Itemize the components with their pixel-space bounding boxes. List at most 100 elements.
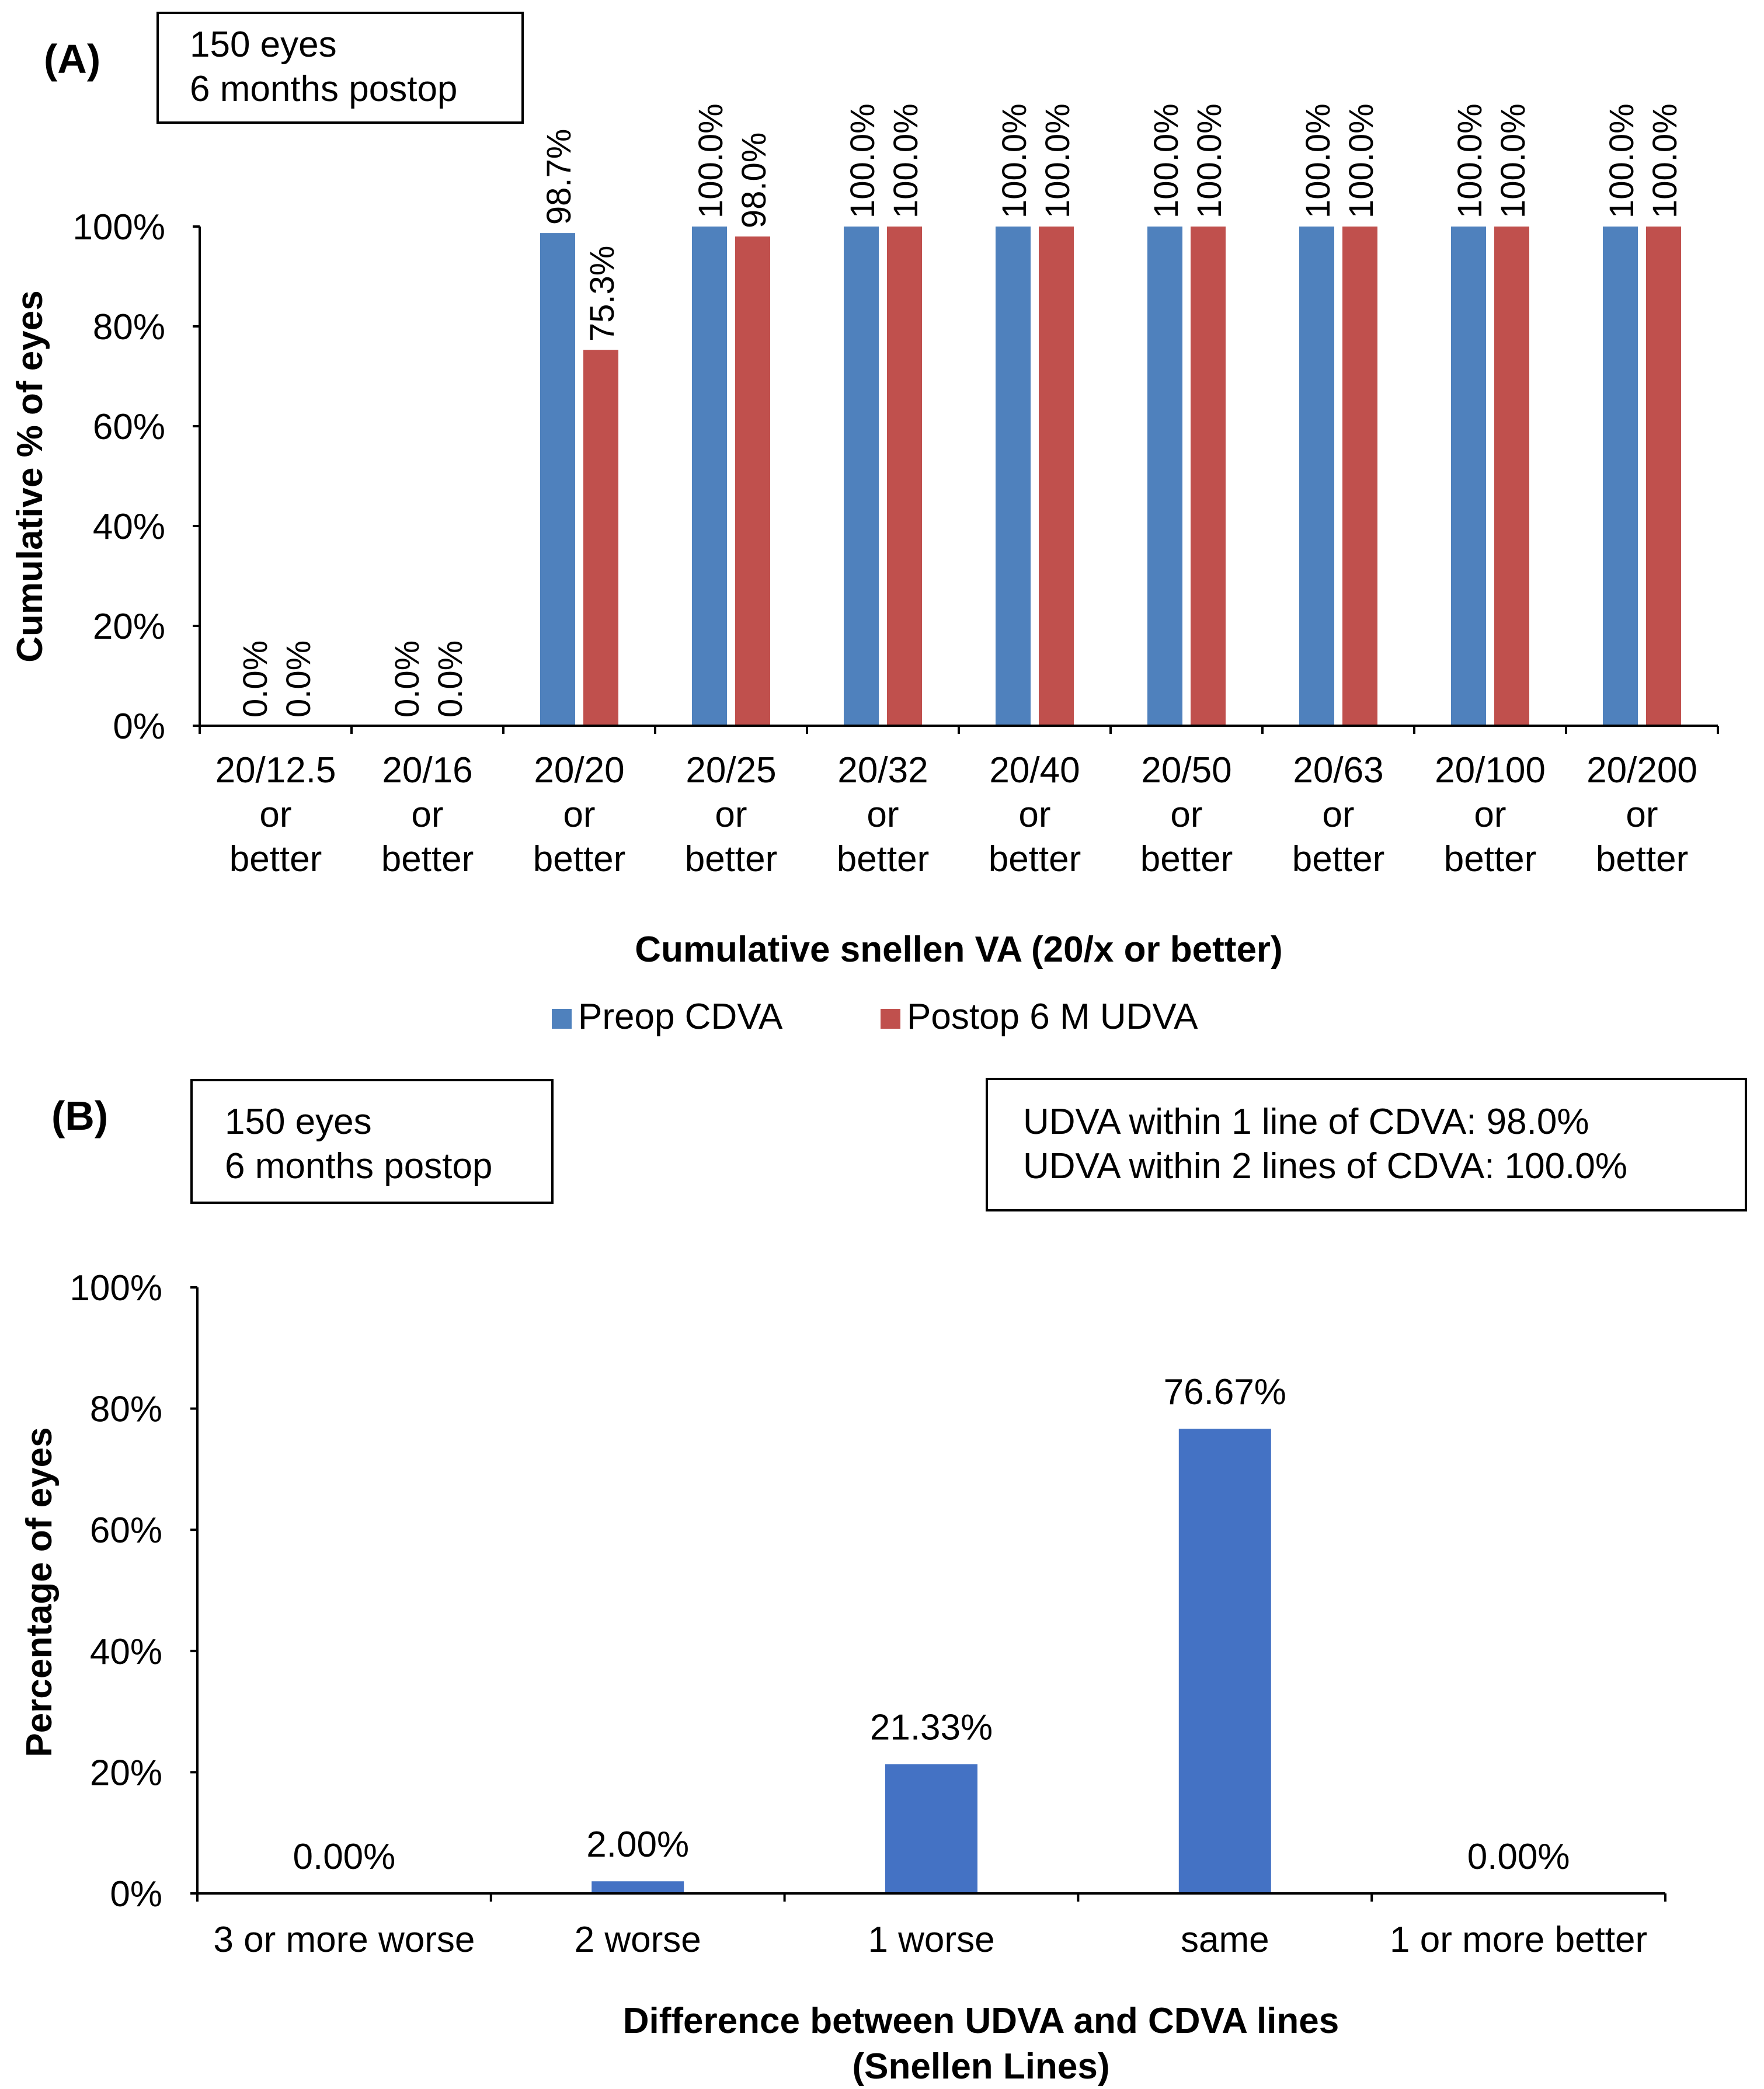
- panel-a-x-axis-title: Cumulative snellen VA (20/x or better): [635, 929, 1282, 970]
- panel-a-data-label-postop: 0.0%: [280, 640, 318, 718]
- panel-a-data-label-preop: 100.0%: [844, 103, 882, 218]
- panel-a-y-tick-label: 0%: [113, 706, 165, 747]
- panel-a-info-line-2: 6 months postop: [190, 69, 457, 109]
- panel-a-x-tick-label: or: [1018, 795, 1050, 835]
- panel-a-x-tick-label: 20/63: [1293, 750, 1383, 791]
- panel-a-x-tick-label: 20/50: [1141, 750, 1231, 791]
- panel-a-x-tick-label: 20/40: [989, 750, 1080, 791]
- panel-a-x-tick-label: or: [1322, 795, 1354, 835]
- panel-a-info-box: 150 eyes 6 months postop: [156, 12, 524, 124]
- panel-a-bar-preop: [1147, 227, 1182, 726]
- panel-a-data-label-preop: 100.0%: [692, 103, 730, 218]
- panel-a-x-tick-label: or: [867, 795, 899, 835]
- panel-a-bar-preop: [1299, 227, 1334, 726]
- panel-a: (A) 150 eyes 6 months postop 0% 20% 40% 60%…: [10, 12, 1719, 1037]
- panel-a-x-tick-label: 20/200: [1586, 750, 1697, 791]
- panel-a-y-tick-label: 40%: [93, 507, 165, 547]
- panel-a-y-tick-label: 80%: [93, 307, 165, 347]
- panel-b-y-tick-label: 0%: [110, 1874, 162, 1914]
- panel-a-data-label-postop: 100.0%: [887, 103, 925, 218]
- panel-a-x-tick-label: or: [259, 795, 291, 835]
- panel-b-data-label: 0.00%: [1467, 1837, 1570, 1877]
- panel-a-x-tick-label: better: [989, 839, 1081, 879]
- panel-a-bar-postop: [1039, 227, 1074, 726]
- panel-b-bar: [592, 1881, 684, 1893]
- panel-a-x-tick-label: or: [715, 795, 747, 835]
- panel-a-x-tick-label: 20/25: [686, 750, 776, 791]
- panel-a-bar-preop: [1603, 227, 1638, 726]
- panel-a-data-label-postop: 100.0%: [1646, 103, 1684, 218]
- panel-a-x-tick-label: better: [381, 839, 474, 879]
- panel-b-info-box-frame: [190, 1079, 554, 1204]
- panel-b-data-label: 2.00%: [586, 1825, 689, 1865]
- panel-b-bar: [885, 1764, 977, 1893]
- panel-a-data-label-preop: 100.0%: [996, 103, 1034, 218]
- panel-a-x-tick-label: better: [1292, 839, 1385, 879]
- panel-b-y-tick-label: 20%: [90, 1753, 162, 1793]
- panel-a-data-label-preop: 100.0%: [1451, 103, 1489, 218]
- panel-a-bar-preop: [996, 227, 1031, 726]
- panel-b-y-tick-label: 40%: [90, 1632, 162, 1672]
- panel-a-bar-preop: [692, 227, 727, 726]
- panel-a-x-tick-label: 20/32: [837, 750, 928, 791]
- panel-a-x-tick-label: 20/20: [534, 750, 624, 791]
- panel-a-bar-postop: [1342, 227, 1377, 726]
- panel-b-x-axis-ticks: 3 or more worse 2 worse 1 worse same 1 or mo…: [196, 1893, 1666, 1960]
- panel-a-x-tick-label: 20/12.5: [215, 750, 336, 791]
- panel-a-data-label-postop: 98.0%: [735, 133, 773, 228]
- panel-a-data-label-preop: 98.7%: [540, 129, 578, 225]
- panel-a-legend: Preop CDVA Postop 6 M UDVA: [552, 997, 1198, 1037]
- legend-label-postop: Postop 6 M UDVA: [907, 997, 1198, 1037]
- panel-a-x-tick-label: better: [1596, 839, 1689, 879]
- panel-a-bar-postop: [1191, 227, 1226, 726]
- panel-a-x-tick-label: or: [1474, 795, 1506, 835]
- panel-a-bar-postop: [887, 227, 922, 726]
- panel-b-x-tick-label: 1 or more better: [1390, 1920, 1647, 1960]
- panel-a-data-label-postop: 100.0%: [1494, 103, 1532, 218]
- panel-b-stats-box: UDVA within 1 line of CDVA: 98.0% UDVA w…: [986, 1078, 1747, 1211]
- panel-b-x-tick-label: 2 worse: [575, 1920, 701, 1960]
- panel-a-data-label-preop: 0.0%: [388, 640, 426, 718]
- panel-b-stats-line-1: UDVA within 1 line of CDVA: 98.0%: [1023, 1102, 1589, 1142]
- panel-a-data-label-postop: 100.0%: [1039, 103, 1077, 218]
- panel-b-y-tick-label: 60%: [90, 1510, 162, 1551]
- panel-a-x-tick-label: better: [229, 839, 322, 879]
- panel-a-info-line-1: 150 eyes: [190, 25, 337, 65]
- legend-swatch-preop: [552, 1009, 572, 1029]
- panel-a-x-tick-label: or: [1626, 795, 1658, 835]
- panel-b-stats-box-frame: [986, 1078, 1747, 1211]
- panel-a-x-tick-label: or: [1170, 795, 1202, 835]
- panel-a-bar-postop: [583, 350, 618, 726]
- panel-b-label: (B): [51, 1093, 108, 1138]
- panel-a-x-tick-label: better: [533, 839, 626, 879]
- panel-a-x-tick-label: or: [563, 795, 595, 835]
- panel-b-bar: [1178, 1429, 1271, 1893]
- panel-a-y-tick-label: 100%: [72, 207, 165, 248]
- panel-a-label: (A): [44, 36, 100, 82]
- panel-a-bar-postop: [735, 236, 770, 726]
- panel-a-data-label-postop: 75.3%: [583, 246, 621, 342]
- panel-a-data-label-postop: 100.0%: [1191, 103, 1229, 218]
- panel-b-x-axis-title-line-1: Difference between UDVA and CDVA lines: [623, 2001, 1339, 2041]
- legend-swatch-postop: [881, 1009, 900, 1029]
- panel-b-y-tick-label: 100%: [69, 1268, 162, 1308]
- panel-a-data-label-preop: 0.0%: [236, 640, 274, 718]
- panel-b-data-labels: 0.00% 2.00% 21.33% 76.67% 0.00%: [293, 1372, 1570, 1877]
- panel-a-x-axis-ticks: 20/12.5orbetter20/16orbetter20/20orbette…: [199, 726, 1719, 879]
- panel-a-bars: [540, 227, 1681, 726]
- panel-b-y-axis-title: Percentage of eyes: [19, 1427, 60, 1757]
- panel-b-stats-line-2: UDVA within 2 lines of CDVA: 100.0%: [1023, 1146, 1627, 1186]
- panel-b-info-box: 150 eyes 6 months postop: [190, 1079, 554, 1204]
- panel-b-data-label: 0.00%: [293, 1837, 395, 1877]
- panel-a-x-tick-label: better: [1444, 839, 1537, 879]
- panel-a-data-label-preop: 100.0%: [1603, 103, 1641, 218]
- panel-b-x-tick-label: 1 worse: [868, 1920, 994, 1960]
- panel-a-y-axis-title: Cumulative % of eyes: [10, 290, 50, 662]
- panel-a-bar-postop: [1494, 227, 1529, 726]
- panel-b-x-tick-label: same: [1181, 1920, 1269, 1960]
- legend-label-preop: Preop CDVA: [578, 997, 783, 1037]
- panel-a-data-labels: 0.0% 0.0%98.7% 100.0% 100.0% 100.0% 100.0% 100…: [236, 103, 1684, 718]
- panel-b-info-line-2: 6 months postop: [225, 1146, 492, 1186]
- panel-b-x-tick-label: 3 or more worse: [213, 1920, 475, 1960]
